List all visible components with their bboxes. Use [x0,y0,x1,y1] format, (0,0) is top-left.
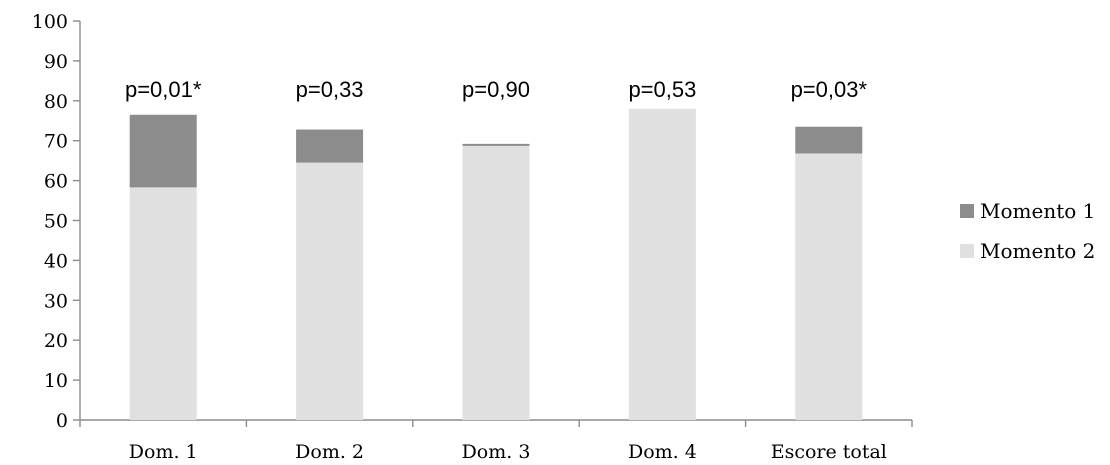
y-tick-label: 100 [32,11,68,33]
p-value-label: p=0,53 [628,77,696,102]
y-tick-label: 50 [44,211,68,233]
y-tick-label: 30 [44,290,68,312]
x-tick-label: Dom. 2 [295,441,364,463]
x-axis: Dom. 1 Dom. 2 Dom. 3 Dom. 4 Escore total [79,419,913,463]
bar-momento-2 [129,187,197,420]
bars [129,108,863,420]
bar-momento-2 [795,153,863,420]
y-tick-label: 20 [44,330,68,352]
p-value-label: p=0,03* [791,77,868,102]
legend: Momento 1 Momento 2 [960,199,1095,263]
bar-momento-1 [129,114,197,188]
y-tick-label: 40 [44,250,68,272]
y-tick-label: 0 [56,410,68,432]
p-value-annotations: p=0,01* p=0,33 p=0,90 p=0,53 p=0,03* [125,77,868,102]
x-tick-label: Dom. 3 [462,441,531,463]
y-tick-label: 10 [44,370,68,392]
bar-momento-1 [795,126,863,154]
y-axis: 0 10 20 30 40 50 60 70 80 90 100 [32,11,81,432]
x-tick-label: Dom. 1 [129,441,198,463]
p-value-label: p=0,33 [296,77,364,102]
legend-label: Momento 1 [980,199,1095,223]
y-tick-label: 90 [44,51,68,73]
x-tick-label: Dom. 4 [628,441,697,463]
y-tick-label: 70 [44,131,68,153]
bar-momento-2 [628,108,696,420]
y-tick-label: 60 [44,171,68,193]
bar-momento-2 [462,145,530,420]
legend-label: Momento 2 [980,239,1095,263]
bar-momento-2 [296,162,364,420]
y-tick-label: 80 [44,91,68,113]
bar-momento-1 [296,129,364,163]
p-value-label: p=0,90 [462,77,530,102]
legend-swatch [960,244,974,258]
p-value-label: p=0,01* [125,77,202,102]
legend-swatch [960,204,974,218]
bar-momento-1 [462,143,530,146]
x-tick-label: Escore total [771,441,887,463]
